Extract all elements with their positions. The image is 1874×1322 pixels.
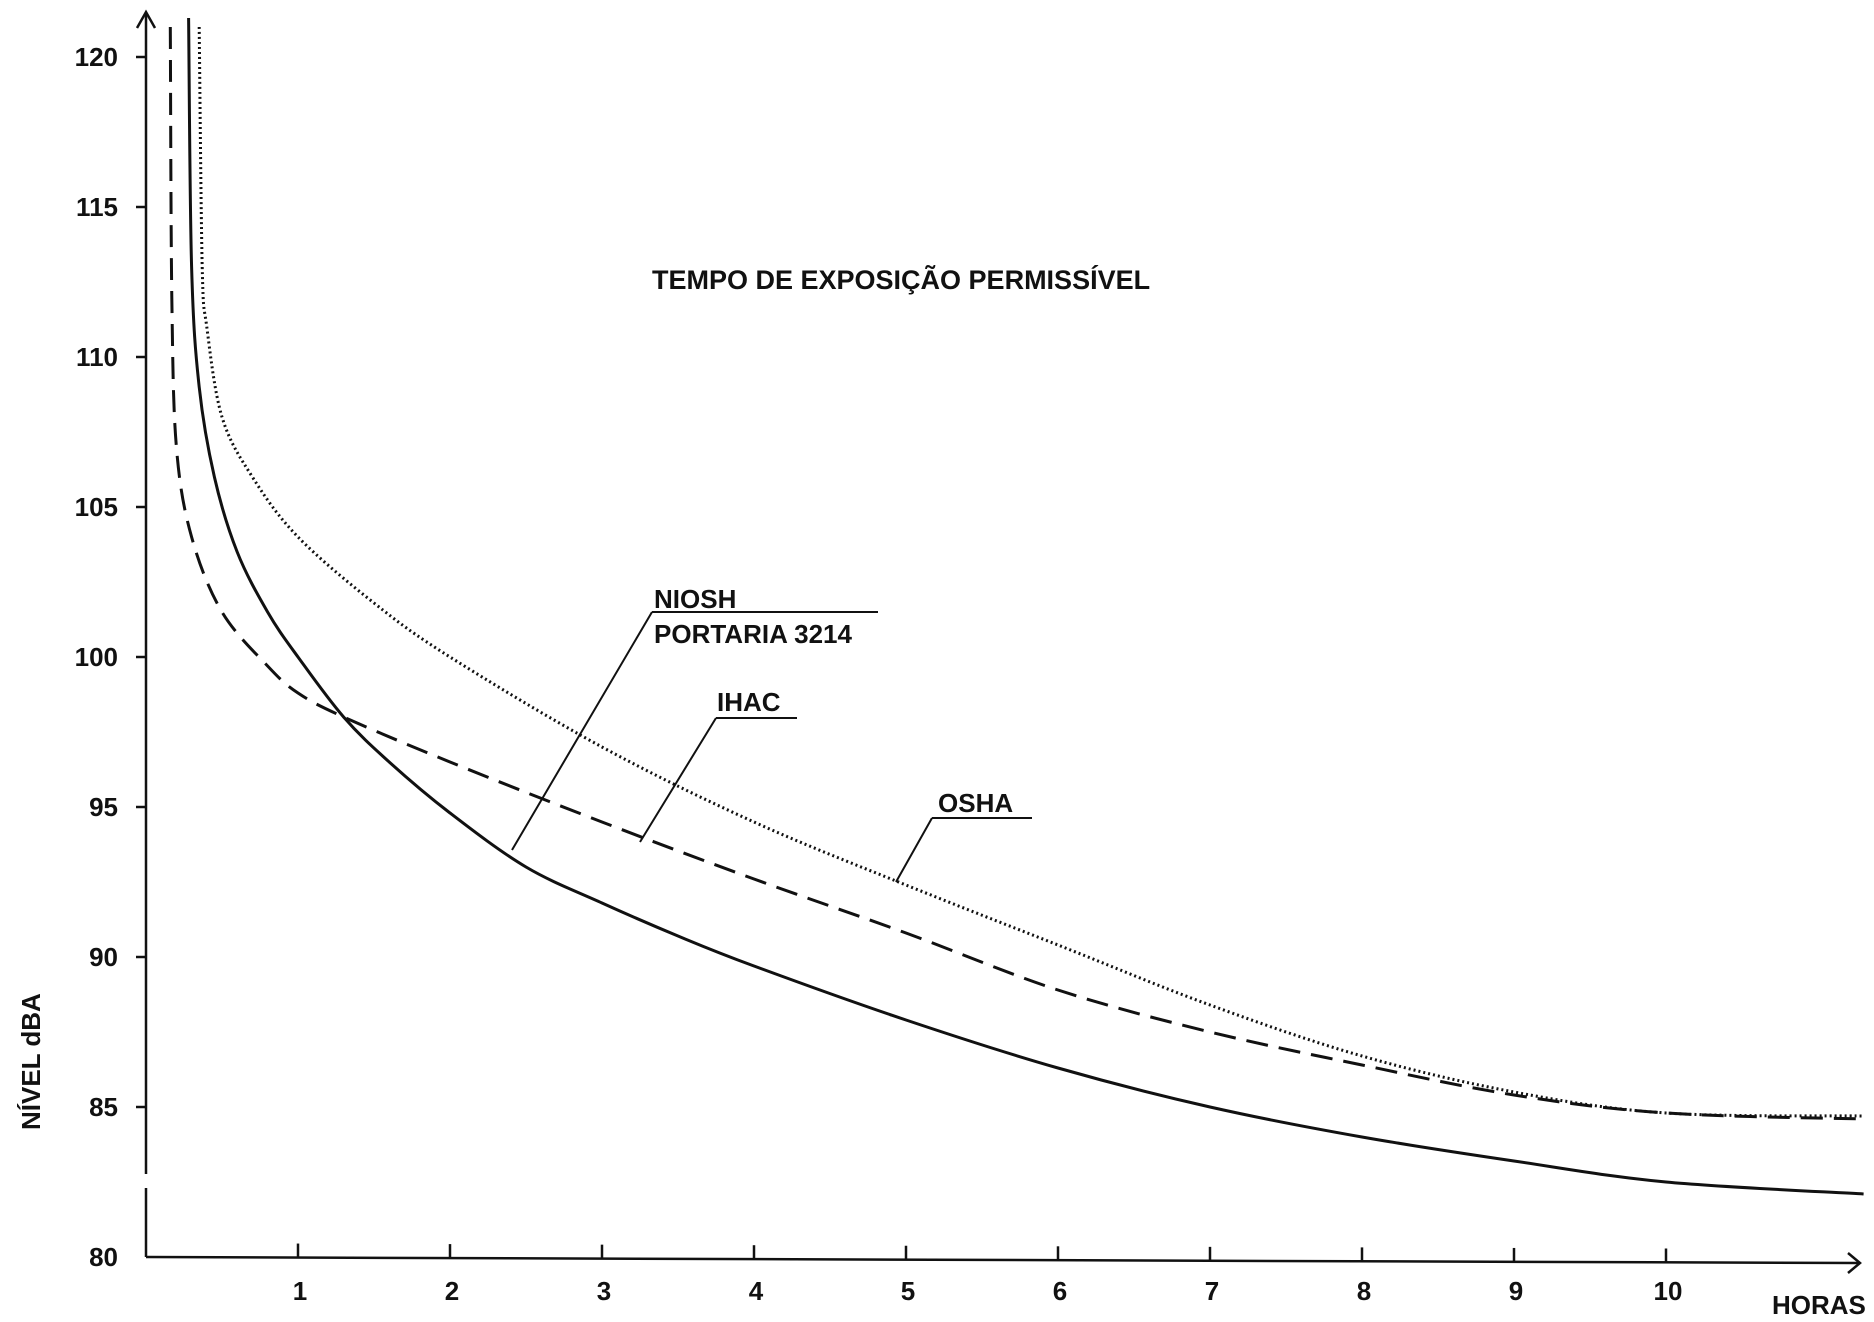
y-tick-label: 100	[75, 642, 118, 672]
y-tick-label: 80	[89, 1242, 118, 1272]
niosh-leader	[511, 611, 878, 851]
axes	[135, 9, 1862, 1274]
y-tick-label: 120	[75, 42, 118, 72]
x-axis-arrow	[1847, 1252, 1862, 1274]
leaders	[511, 611, 1032, 883]
x-tick-label: 2	[445, 1276, 459, 1306]
x-axis	[145, 1255, 1859, 1265]
x-tick-label: 7	[1205, 1276, 1219, 1306]
osha-leader	[895, 817, 1032, 883]
x-tick-label: 3	[597, 1276, 611, 1306]
ihac-leader	[639, 717, 797, 843]
x-ticks: 1 2 3 4 5 6 7 8 9 10	[293, 1243, 1683, 1306]
y-tick-label: 105	[75, 492, 118, 522]
ihac-label: IHAC	[717, 687, 781, 717]
y-tick-label: 110	[76, 342, 118, 372]
y-tick-label: 85	[89, 1092, 118, 1122]
x-tick-label: 8	[1357, 1276, 1371, 1306]
y-axis-arrow	[135, 9, 157, 29]
x-tick-label: 1	[293, 1276, 307, 1306]
x-tick-label: 9	[1509, 1276, 1523, 1306]
x-tick-label: 6	[1053, 1276, 1067, 1306]
y-ticks: 80 85 90 95 100 105 110 115 120	[75, 42, 146, 1272]
ihac-curve	[168, 26, 1864, 1121]
osha-label: OSHA	[938, 788, 1013, 818]
y-tick-label: 90	[89, 942, 118, 972]
y-tick-label: 115	[76, 192, 118, 222]
chart-title: TEMPO DE EXPOSIÇÃO PERMISSÍVEL	[652, 264, 1150, 295]
niosh-curve	[187, 17, 1864, 1196]
x-tick-label: 10	[1654, 1276, 1683, 1306]
y-axis-label: NÍVEL dBA	[16, 993, 46, 1130]
series-lines	[168, 17, 1864, 1196]
x-tick-label: 4	[749, 1276, 764, 1306]
portaria-label: PORTARIA 3214	[654, 619, 852, 649]
y-tick-label: 95	[89, 792, 118, 822]
x-tick-label: 5	[901, 1276, 915, 1306]
niosh-label: NIOSH	[654, 584, 736, 614]
osha-curve	[197, 26, 1864, 1118]
x-axis-label: HORAS	[1772, 1290, 1866, 1320]
